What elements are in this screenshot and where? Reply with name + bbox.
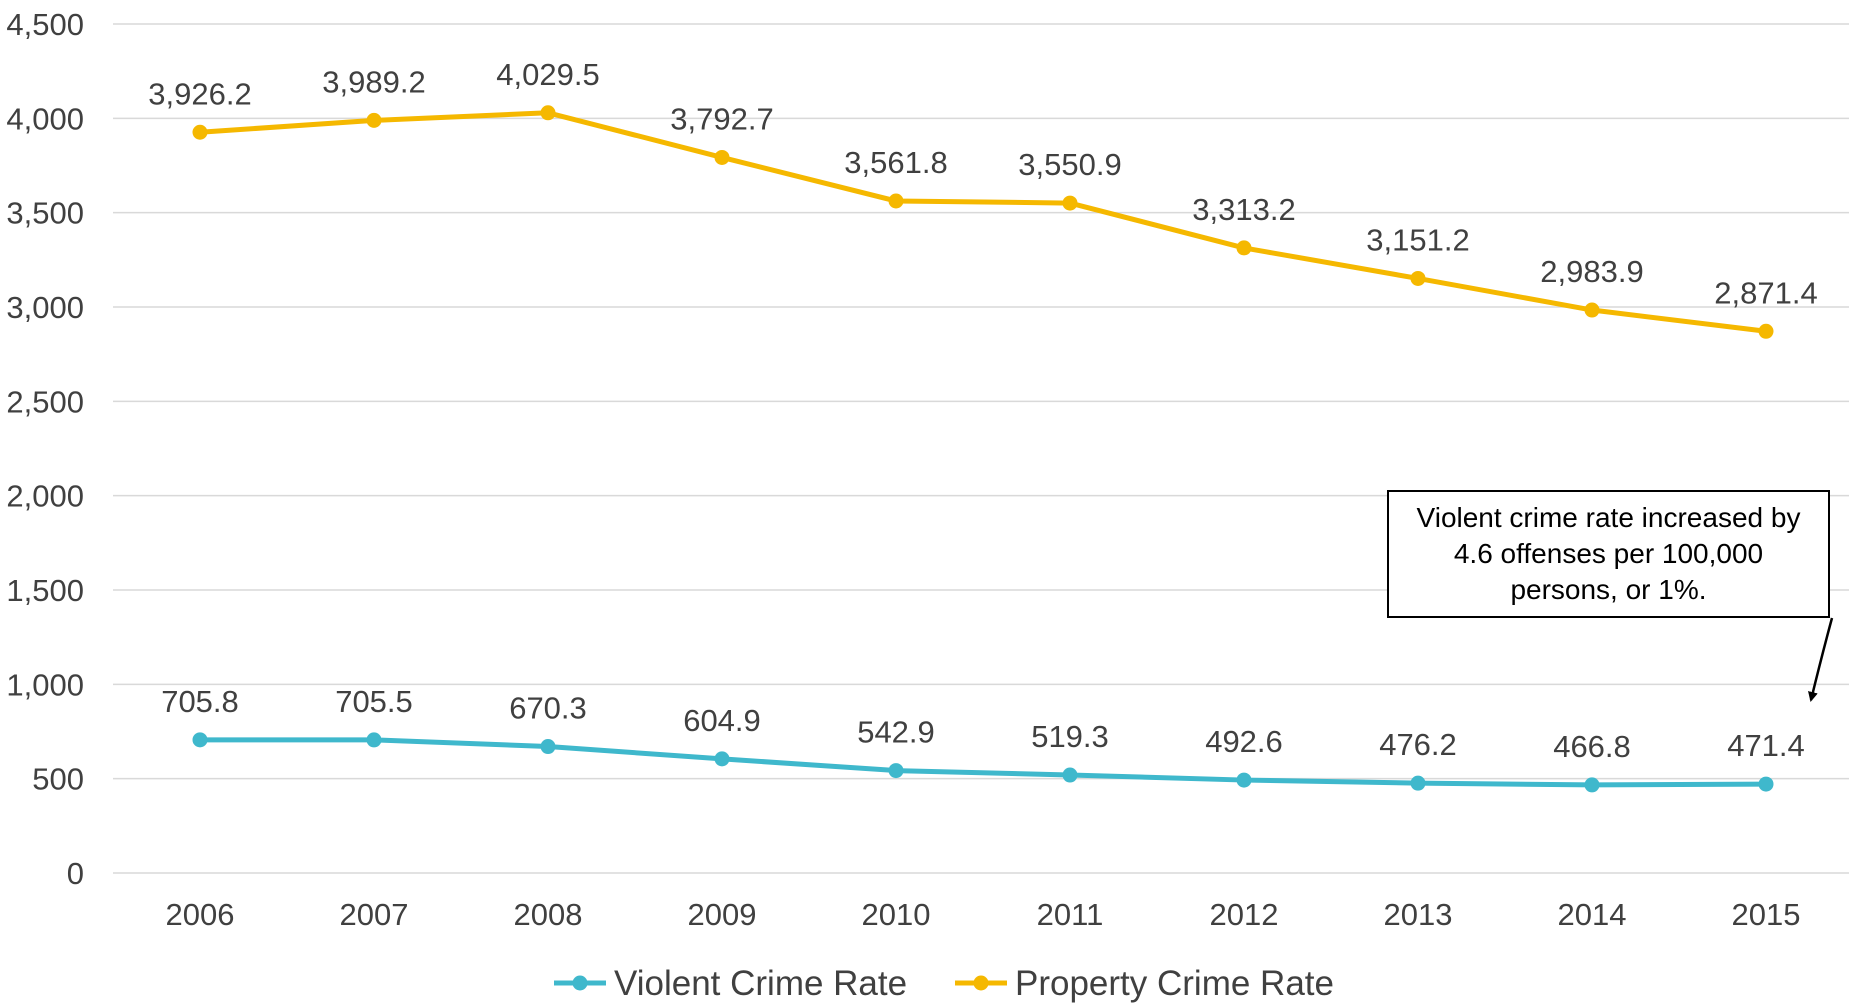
violent-crime-rate-legend-marker [572, 975, 588, 991]
property-crime-rate-point [366, 112, 382, 128]
property-crime-rate-legend-label: Property Crime Rate [1015, 964, 1334, 1003]
data-labels: 705.8 705.5 670.3 604.9 542.9 519.3 492.6 476.2… [148, 57, 1817, 764]
property-crime-rate-point [192, 124, 208, 140]
violent-crime-rate-data-label: 519.3 [1031, 719, 1109, 754]
y-tick-label: 4,500 [6, 7, 84, 42]
violent-crime-rate-point [888, 763, 904, 779]
x-tick-label: 2006 [166, 897, 235, 932]
violent-crime-rate-line [197, 737, 1769, 788]
y-tick-label: 1,500 [6, 573, 84, 608]
violent-crime-rate-point [714, 751, 730, 767]
property-crime-rate-legend-marker [973, 975, 989, 991]
property-crime-rate-data-label: 3,989.2 [322, 64, 425, 99]
property-crime-rate-data-label: 3,151.2 [1366, 222, 1469, 257]
property-crime-rate-data-label: 2,871.4 [1714, 275, 1817, 310]
violent-crime-rate-point [540, 739, 556, 755]
property-crime-rate-point [1062, 195, 1078, 211]
violent-crime-rate-data-label: 670.3 [509, 691, 587, 726]
violent-crime-rate-data-label: 604.9 [683, 703, 761, 738]
annotation-arrow-line [1808, 617, 1834, 702]
property-crime-rate-data-label: 3,550.9 [1018, 147, 1121, 182]
violent-crime-rate-point [1410, 775, 1426, 791]
y-tick-label: 2,000 [6, 479, 84, 514]
gridlines [113, 23, 1849, 874]
x-tick-label: 2013 [1384, 897, 1453, 932]
violent-crime-rate-point [1758, 776, 1774, 792]
violent-crime-rate-data-label: 705.5 [335, 684, 413, 719]
violent-crime-rate-point [366, 732, 382, 748]
violent-crime-rate-point [1584, 777, 1600, 793]
property-crime-rate-data-label: 4,029.5 [496, 57, 599, 92]
y-tick-label: 500 [32, 762, 84, 797]
x-tick-label: 2010 [862, 897, 931, 932]
property-crime-rate-data-label: 3,313.2 [1192, 192, 1295, 227]
property-crime-rate-data-label: 3,561.8 [844, 145, 947, 180]
x-tick-label: 2012 [1210, 897, 1279, 932]
x-tick-label: 2008 [514, 897, 583, 932]
violent-crime-rate-legend-label: Violent Crime Rate [614, 964, 907, 1003]
violent-crime-rate-point [192, 732, 208, 748]
violent-crime-rate-data-label: 705.8 [161, 684, 239, 719]
x-tick-label: 2007 [340, 897, 409, 932]
property-crime-rate-point [540, 105, 556, 121]
violent-crime-rate-data-label: 471.4 [1727, 728, 1805, 763]
property-crime-rate-point [714, 149, 730, 165]
y-tick-label: 1,000 [6, 667, 84, 702]
x-tick-label: 2009 [688, 897, 757, 932]
annotation-arrow [1808, 617, 1834, 702]
property-crime-rate-point [888, 193, 904, 209]
x-tick-label: 2011 [1037, 897, 1104, 932]
x-tick-label: 2015 [1732, 897, 1801, 932]
y-tick-label: 3,500 [6, 196, 84, 231]
x-axis-ticks: 2006 2007 2008 2009 2010 2011 2012 2013 2014 2015 [166, 897, 1801, 932]
x-tick-label: 2014 [1558, 897, 1627, 932]
violent-crime-rate-data-label: 542.9 [857, 715, 935, 750]
violent-crime-rate-data-label: 492.6 [1205, 724, 1283, 759]
y-tick-label: 3,000 [6, 290, 84, 325]
violent-crime-rate-data-label: 466.8 [1553, 729, 1631, 764]
property-crime-rate-data-label: 3,792.7 [670, 101, 773, 136]
y-tick-label: 2,500 [6, 384, 84, 419]
y-axis-ticks: 0 500 1,000 1,500 2,000 2,500 3,000 3,500 4,000 4… [6, 7, 84, 891]
property-crime-rate-line [197, 110, 1769, 334]
property-crime-rate-data-label: 3,926.2 [148, 76, 251, 111]
violent-crime-rate-data-label: 476.2 [1379, 727, 1457, 762]
property-crime-rate-data-label: 2,983.9 [1540, 254, 1643, 289]
property-crime-rate-point [1236, 240, 1252, 256]
series-lines [192, 105, 1774, 793]
legend: Violent Crime Rate Property Crime Rate [554, 964, 1334, 1003]
annotation-callout: Violent crime rate increased by 4.6 offe… [1387, 490, 1830, 618]
y-tick-label: 4,000 [6, 101, 84, 136]
y-tick-label: 0 [67, 856, 84, 891]
property-crime-rate-point [1584, 302, 1600, 318]
property-crime-rate-point [1758, 323, 1774, 339]
property-crime-rate-point [1410, 270, 1426, 286]
violent-crime-rate-point [1236, 772, 1252, 788]
violent-crime-rate-point [1062, 767, 1078, 783]
